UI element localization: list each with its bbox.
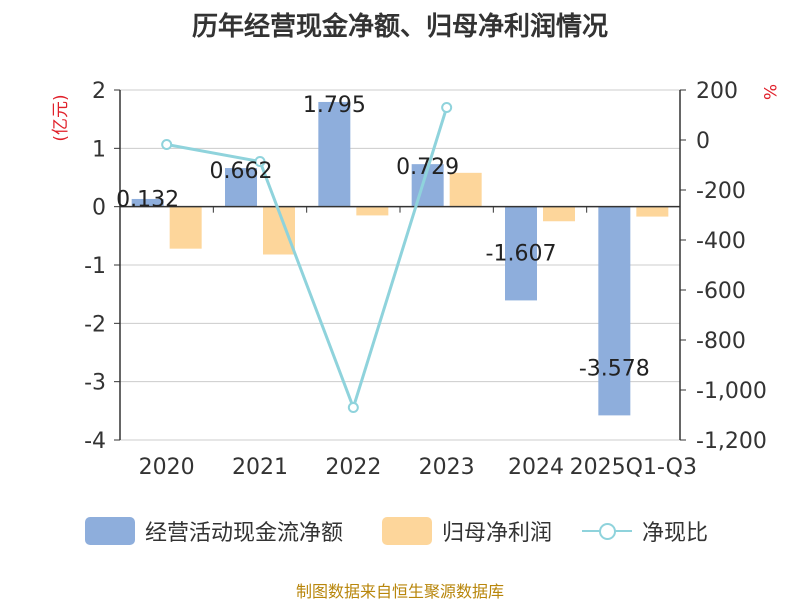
- x-tick-label: 2020: [139, 455, 195, 480]
- bar-profit: [169, 206, 202, 249]
- bar-cashflow: [505, 206, 537, 301]
- bar-profit: [636, 206, 669, 217]
- legend-item-profit[interactable]: 归母净利润: [382, 515, 552, 547]
- y2-tick-label: -200: [696, 179, 746, 204]
- y-tick-label: -2: [84, 312, 106, 337]
- bar-profit: [543, 206, 575, 222]
- data-label-cashflow: 0.729: [396, 155, 459, 180]
- y-tick-label: 0: [92, 196, 106, 221]
- point-ratio: [441, 102, 453, 113]
- legend-swatch-cashflow: [85, 517, 135, 545]
- legend-label-profit: 归母净利润: [442, 521, 553, 546]
- legend-swatch-ratio: [582, 517, 632, 545]
- source-note: 制图数据来自恒生聚源数据库: [295, 582, 504, 601]
- y-tick-label: 2: [92, 79, 106, 104]
- y2-tick-label: -1,000: [696, 379, 767, 404]
- y2-tick-label: 0: [696, 129, 710, 154]
- bar-cashflow: [598, 206, 631, 416]
- data-label-cashflow: 0.662: [210, 159, 273, 184]
- y2-tick-label: -600: [696, 279, 746, 304]
- y-tick-label: 1: [92, 137, 106, 162]
- line-ratio: [166, 107, 449, 413]
- y2-tick-label: -400: [696, 229, 746, 254]
- data-label-cashflow: -1.607: [486, 241, 557, 266]
- legend: 经营活动现金流净额 归母净利润 净现比: [0, 515, 800, 555]
- y-axis-label: (亿元): [51, 94, 71, 141]
- legend-swatch-profit: [382, 517, 432, 545]
- point-ratio: [347, 402, 359, 413]
- legend-label-ratio: 净现比: [642, 521, 709, 546]
- legend-item-ratio[interactable]: 净现比: [582, 515, 708, 547]
- x-tick-label: 2022: [325, 455, 381, 480]
- point-ratio: [254, 156, 266, 167]
- y2-axis-label: %: [759, 84, 779, 100]
- chart-title: 历年经营现金净额、归母净利润情况: [191, 12, 608, 42]
- x-tick-label: 2021: [232, 455, 288, 480]
- x-tick-label: 2023: [419, 455, 475, 480]
- legend-label-cashflow: 经营活动现金流净额: [145, 521, 344, 546]
- bar-cashflow: [225, 168, 257, 207]
- bar-profit: [449, 172, 482, 207]
- bar-cashflow: [131, 198, 164, 207]
- chart-plot: 2 1 0 -1 -2 -3 -4 200 0 -200 -400 -600 -800 -1,000 -1,…: [51, 79, 779, 480]
- point-ratio: [161, 139, 173, 150]
- y2-tick-label: -800: [696, 329, 746, 354]
- y-tick-label: -1: [84, 254, 106, 279]
- bar-cashflow: [318, 101, 351, 207]
- legend-item-cashflow[interactable]: 经营活动现金流净额: [85, 515, 343, 547]
- data-label-cashflow: 0.132: [116, 188, 179, 213]
- data-label-cashflow: -3.578: [579, 356, 650, 381]
- y2-tick-label: -1,200: [696, 429, 767, 454]
- data-label-cashflow: 1.795: [303, 93, 366, 118]
- y-tick-label: -4: [84, 429, 106, 454]
- x-tick-label: 2024: [508, 455, 564, 480]
- y2-tick-label: 200: [696, 79, 738, 104]
- y-tick-label: -3: [84, 371, 106, 396]
- bar-profit: [356, 206, 389, 216]
- x-tick-label: 2025Q1-Q3: [570, 455, 697, 480]
